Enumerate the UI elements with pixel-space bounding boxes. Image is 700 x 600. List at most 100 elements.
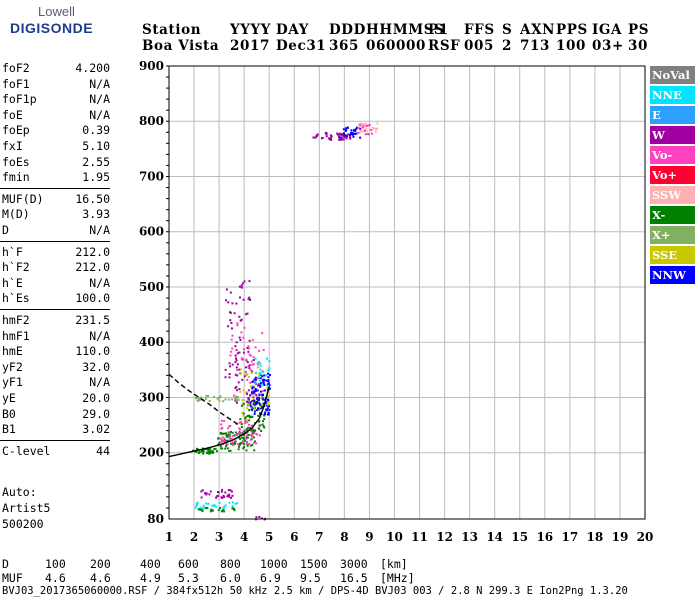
data-point	[252, 402, 255, 405]
data-point	[252, 393, 255, 396]
data-point	[263, 418, 266, 421]
parameter-row: MUF(D) 16.50	[2, 192, 110, 207]
data-point	[249, 354, 252, 357]
data-point	[337, 136, 340, 139]
parameter-name: foE	[2, 107, 23, 122]
parameter-value: 3.02	[82, 422, 110, 437]
data-point	[223, 505, 226, 508]
header-label-iga: IGA	[592, 22, 623, 38]
data-point	[268, 367, 271, 370]
header-label-ffs: FFS	[464, 22, 495, 38]
data-point	[241, 411, 244, 414]
data-point	[201, 450, 204, 453]
data-point	[218, 442, 221, 445]
data-point	[224, 491, 227, 494]
data-point	[222, 507, 225, 510]
data-point	[199, 396, 202, 399]
data-point	[365, 127, 368, 130]
data-point	[249, 401, 252, 404]
data-point	[261, 420, 264, 423]
header-value-ffs: 005	[464, 38, 494, 54]
data-point	[347, 133, 350, 136]
data-point	[228, 439, 231, 442]
legend-item: Vo+	[650, 166, 695, 184]
data-point	[238, 296, 241, 299]
data-point	[252, 363, 255, 366]
header-value-iga: 03+	[592, 38, 624, 54]
data-point	[198, 508, 201, 511]
data-point	[230, 350, 233, 353]
data-point	[221, 509, 224, 512]
parameter-name: foF1p	[2, 92, 37, 107]
data-point	[237, 448, 240, 451]
data-point	[236, 352, 239, 355]
data-point	[262, 382, 265, 385]
data-point	[243, 443, 246, 446]
legend-item: NoVal	[650, 66, 695, 84]
x-tick-label: 18	[587, 530, 604, 544]
data-point	[248, 423, 251, 426]
data-point	[231, 434, 234, 437]
data-point	[355, 127, 358, 130]
data-point	[238, 315, 241, 318]
data-point	[253, 410, 256, 413]
data-point	[214, 447, 217, 450]
x-tick-label: 15	[511, 530, 528, 544]
data-point	[329, 138, 332, 141]
data-point	[247, 345, 250, 348]
data-point	[235, 359, 238, 362]
parameter-name: fxI	[2, 139, 23, 153]
data-point	[221, 447, 224, 450]
distance-value: 3000	[340, 557, 368, 571]
data-point	[234, 431, 237, 434]
data-point	[229, 365, 232, 368]
y-tick-label: 900	[139, 59, 164, 73]
data-point	[246, 444, 249, 447]
data-point	[234, 438, 237, 441]
distance-value: 1000	[260, 557, 288, 571]
data-point	[267, 382, 270, 385]
data-point	[227, 489, 230, 492]
data-point	[238, 436, 241, 439]
footer-file-info: BVJ03_2017365060000.RSF / 384fx512h 50 k…	[2, 585, 628, 597]
data-point	[267, 401, 270, 404]
data-point	[235, 302, 238, 305]
header-value-s: 2	[502, 38, 512, 54]
data-point	[327, 137, 330, 140]
data-point	[224, 368, 227, 371]
distance-value: 400	[140, 557, 161, 571]
data-point	[238, 336, 241, 339]
data-point	[345, 127, 348, 130]
data-point	[348, 133, 351, 136]
data-point	[372, 127, 375, 130]
data-point	[241, 282, 244, 285]
data-point	[231, 501, 234, 504]
data-point	[364, 133, 367, 136]
data-point	[257, 384, 260, 387]
legend-item: X+	[650, 226, 695, 244]
data-point	[249, 385, 252, 388]
data-point	[342, 135, 345, 138]
data-point	[266, 409, 269, 412]
data-point	[223, 496, 226, 499]
data-point	[228, 376, 231, 379]
data-point	[259, 390, 262, 393]
data-point	[238, 351, 241, 354]
data-point	[228, 493, 231, 496]
data-point	[249, 403, 252, 406]
data-point	[250, 406, 253, 409]
data-point	[365, 130, 368, 133]
data-point	[244, 371, 247, 374]
data-point	[344, 129, 347, 132]
data-point	[236, 433, 239, 436]
data-point	[220, 490, 223, 493]
data-point	[251, 386, 254, 389]
data-point	[248, 442, 251, 445]
data-point	[254, 429, 257, 432]
data-point	[219, 445, 222, 448]
data-point	[341, 138, 344, 141]
data-point	[227, 434, 230, 437]
data-point	[248, 409, 251, 412]
data-point	[255, 516, 258, 519]
data-point	[247, 376, 250, 378]
